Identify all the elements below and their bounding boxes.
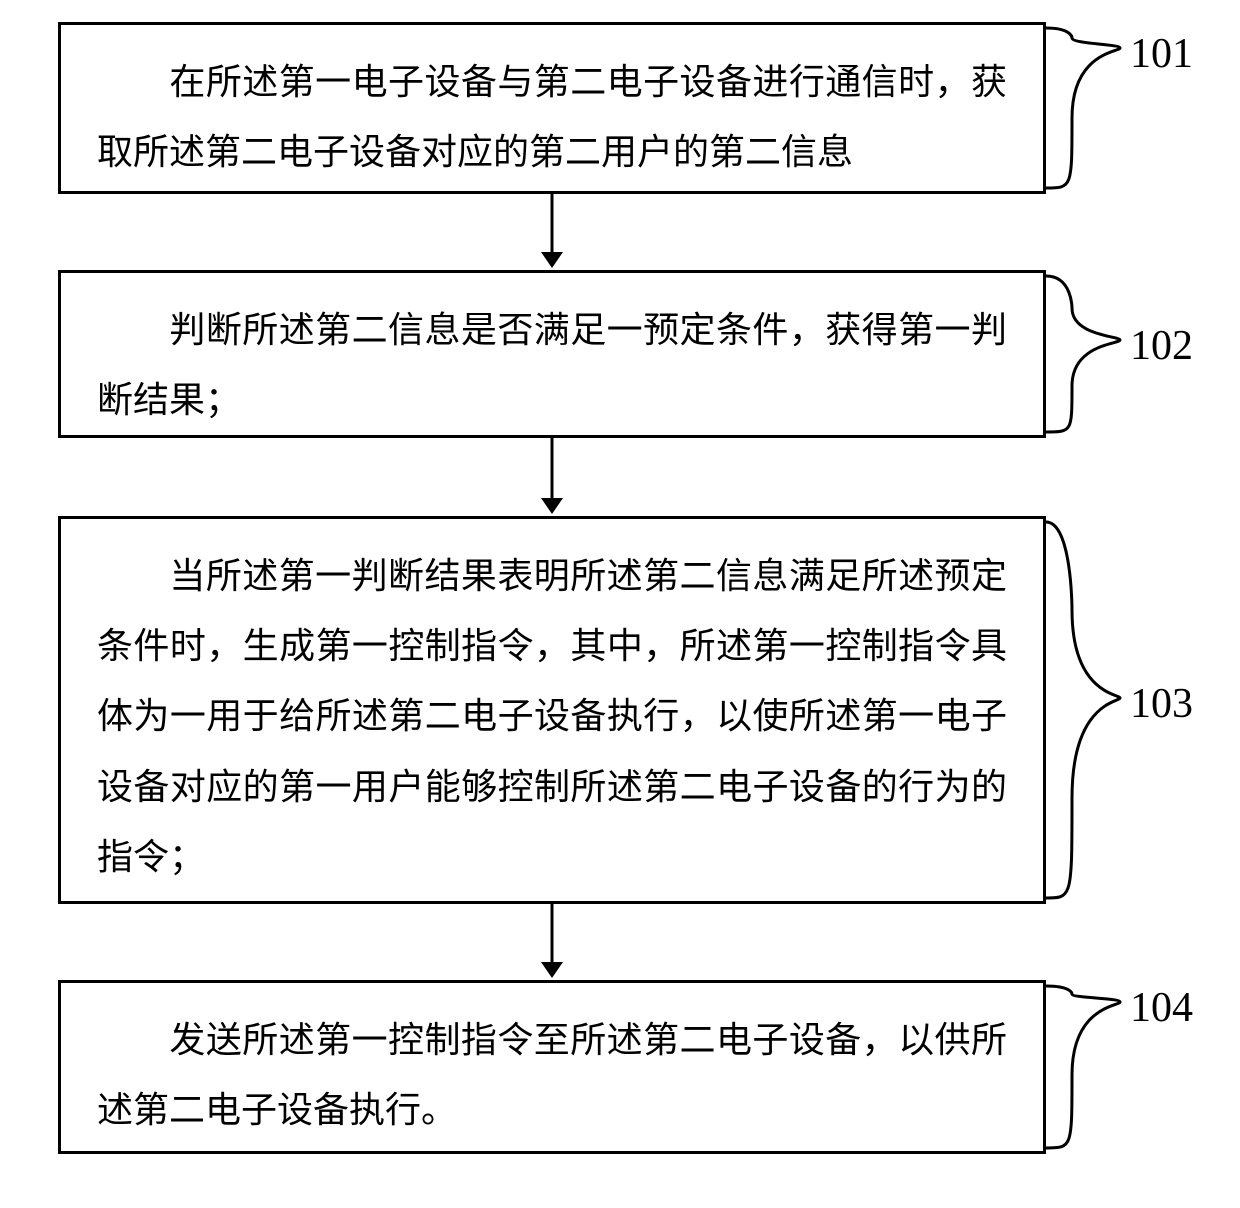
step-103-label: 103 [1130,680,1193,728]
step-104-text: 发送所述第一控制指令至所述第二电子设备，以供所述第二电子设备执行。 [97,1020,1007,1130]
step-103: 当所述第一判断结果表明所述第二信息满足所述预定条件时，生成第一控制指令，其中，所… [58,516,1046,904]
step-102-text: 判断所述第二信息是否满足一预定条件，获得第一判断结果； [97,310,1007,420]
step-104-label: 104 [1130,984,1193,1032]
step-103-text: 当所述第一判断结果表明所述第二信息满足所述预定条件时，生成第一控制指令，其中，所… [97,556,1007,877]
step-102: 判断所述第二信息是否满足一预定条件，获得第一判断结果； [58,270,1046,438]
flowchart-canvas: 在所述第一电子设备与第二电子设备进行通信时，获取所述第二电子设备对应的第二用户的… [0,0,1240,1208]
step-101-text: 在所述第一电子设备与第二电子设备进行通信时，获取所述第二电子设备对应的第二用户的… [97,62,1007,172]
step-101-label: 101 [1130,30,1193,78]
step-101: 在所述第一电子设备与第二电子设备进行通信时，获取所述第二电子设备对应的第二用户的… [58,22,1046,194]
step-102-label: 102 [1130,322,1193,370]
step-104: 发送所述第一控制指令至所述第二电子设备，以供所述第二电子设备执行。 [58,980,1046,1154]
